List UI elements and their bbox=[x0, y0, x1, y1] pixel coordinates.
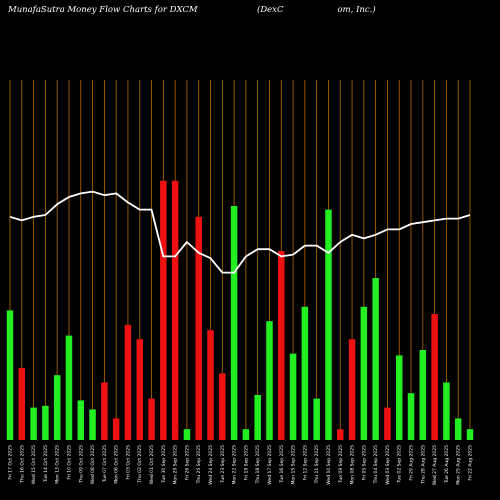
x-tick-label: Tue 09 Sep 2025 bbox=[338, 445, 344, 484]
x-tick-label: Wed 17 Sep 2025 bbox=[267, 445, 273, 485]
x-tick-label: Mon 29 Sep 2025 bbox=[173, 445, 179, 485]
money-flow-bar bbox=[112, 418, 120, 440]
money-flow-bar bbox=[207, 330, 214, 440]
x-tick-label: Mon 22 Sep 2025 bbox=[232, 445, 238, 485]
money-flow-bar bbox=[266, 321, 273, 440]
money-flow-bar bbox=[419, 350, 427, 440]
x-tick-label: Fri 19 Sep 2025 bbox=[243, 445, 249, 480]
money-flow-bar bbox=[372, 278, 379, 440]
x-axis-tick-labels: Fri 17 Oct 2025 Thu 16 Oct 2025 Wed 15 Oct… bbox=[8, 445, 474, 485]
x-tick-label: Tue 14 Oct 2025 bbox=[43, 445, 49, 483]
money-flow-bar bbox=[65, 335, 73, 440]
money-flow-bar bbox=[89, 409, 96, 440]
money-flow-bar bbox=[384, 407, 391, 440]
x-tick-label: Wed 27 Aug 2025 bbox=[432, 445, 438, 485]
money-flow-bar bbox=[30, 407, 37, 440]
money-flow-bar bbox=[337, 429, 344, 440]
x-tick-label: Thu 25 Sep 2025 bbox=[196, 445, 202, 485]
money-flow-bar bbox=[360, 306, 368, 440]
money-flow-bar bbox=[101, 382, 108, 440]
money-flow-bar bbox=[325, 209, 332, 440]
x-tick-label: Tue 23 Sep 2025 bbox=[220, 445, 226, 484]
money-flow-bar bbox=[301, 306, 309, 440]
money-flow-bars bbox=[6, 180, 474, 441]
money-flow-bar bbox=[18, 368, 26, 440]
money-flow-bar bbox=[348, 339, 356, 440]
money-flow-bar bbox=[195, 216, 202, 440]
money-flow-bar bbox=[136, 339, 143, 440]
money-flow-bar bbox=[148, 398, 155, 440]
x-tick-label: Wed 10 Sep 2025 bbox=[326, 445, 332, 485]
x-tick-label: Fri 29 Aug 2025 bbox=[409, 445, 415, 481]
x-tick-label: Fri 12 Sep 2025 bbox=[302, 445, 308, 480]
x-tick-label: Thu 11 Sep 2025 bbox=[314, 445, 320, 485]
money-flow-bar bbox=[395, 355, 403, 440]
x-tick-label: Fri 05 Sep 2025 bbox=[361, 445, 367, 480]
money-flow-bar bbox=[124, 324, 132, 440]
chart-title-left: MunafaSutra Money Flow Charts for DXCM bbox=[7, 5, 198, 15]
money-flow-bar bbox=[313, 398, 320, 440]
x-tick-label: Thu 09 Oct 2025 bbox=[78, 445, 84, 484]
money-flow-bar bbox=[6, 310, 14, 440]
money-flow-bar bbox=[77, 400, 85, 440]
money-flow-line bbox=[9, 190, 471, 274]
money-flow-bar bbox=[431, 314, 438, 440]
x-tick-label: Tue 26 Aug 2025 bbox=[444, 445, 450, 484]
x-tick-label: Tue 02 Sep 2025 bbox=[397, 445, 403, 484]
x-tick-label: Thu 16 Oct 2025 bbox=[19, 445, 25, 484]
money-flow-bar bbox=[219, 373, 226, 440]
x-tick-label: Mon 08 Sep 2025 bbox=[350, 445, 356, 485]
x-tick-label: Mon 13 Oct 2025 bbox=[55, 445, 61, 484]
x-tick-label: Tue 07 Oct 2025 bbox=[102, 445, 108, 483]
x-tick-label: Thu 28 Aug 2025 bbox=[420, 445, 426, 485]
money-flow-bar bbox=[254, 395, 261, 440]
money-flow-bar bbox=[242, 429, 250, 440]
x-tick-label: Wed 24 Sep 2025 bbox=[208, 445, 214, 485]
x-tick-label: Fri 26 Sep 2025 bbox=[184, 445, 190, 480]
x-tick-label: Thu 18 Sep 2025 bbox=[255, 445, 261, 485]
money-flow-bar bbox=[454, 418, 462, 440]
money-flow-bar bbox=[407, 393, 415, 440]
x-tick-label: Mon 06 Oct 2025 bbox=[114, 445, 120, 484]
x-tick-label: Wed 01 Oct 2025 bbox=[149, 445, 155, 484]
x-tick-label: Fri 22 Aug 2025 bbox=[468, 445, 474, 481]
money-flow-bar bbox=[160, 180, 167, 441]
x-tick-label: Wed 03 Sep 2025 bbox=[385, 445, 391, 485]
x-tick-label: Fri 17 Oct 2025 bbox=[8, 445, 14, 480]
x-tick-label: Mon 15 Sep 2025 bbox=[291, 445, 297, 485]
x-tick-label: Tue 16 Sep 2025 bbox=[279, 445, 285, 484]
x-tick-label: Thu 02 Oct 2025 bbox=[137, 445, 143, 484]
x-tick-label: Mon 25 Aug 2025 bbox=[456, 445, 462, 485]
money-flow-bar bbox=[289, 353, 297, 440]
money-flow-bar bbox=[230, 206, 238, 440]
x-tick-label: Thu 04 Sep 2025 bbox=[373, 445, 379, 485]
money-flow-bar bbox=[171, 180, 179, 441]
chart-title-right: (DexC om, Inc.) bbox=[257, 4, 378, 15]
money-flow-bar bbox=[443, 382, 450, 440]
x-tick-label: Fri 03 Oct 2025 bbox=[125, 445, 131, 480]
money-flow-bar bbox=[183, 429, 191, 440]
x-tick-label: Wed 08 Oct 2025 bbox=[90, 445, 96, 484]
money-flow-bar bbox=[278, 251, 285, 440]
x-tick-label: Wed 15 Oct 2025 bbox=[31, 445, 37, 484]
x-tick-label: Fri 10 Oct 2025 bbox=[67, 445, 73, 480]
money-flow-bar bbox=[53, 375, 61, 440]
money-flow-bar bbox=[42, 405, 49, 440]
money-flow-bar bbox=[466, 429, 474, 440]
x-tick-label: Tue 30 Sep 2025 bbox=[161, 445, 167, 484]
